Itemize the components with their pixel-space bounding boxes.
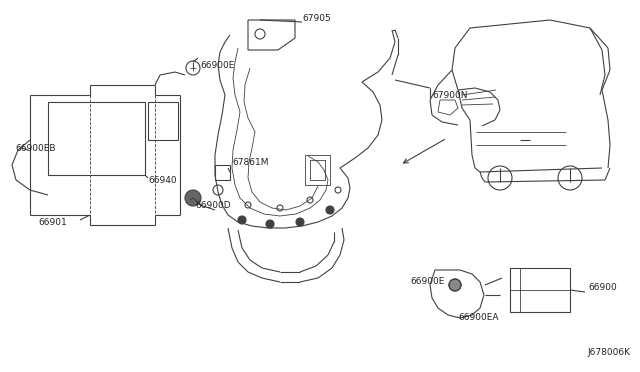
Text: 67905: 67905: [302, 13, 331, 22]
Text: 67900N: 67900N: [432, 90, 467, 99]
Text: 66900E: 66900E: [410, 278, 444, 286]
Circle shape: [238, 216, 246, 224]
Circle shape: [449, 279, 461, 291]
Text: 66900EA: 66900EA: [458, 314, 499, 323]
Text: 66940: 66940: [148, 176, 177, 185]
Text: J678006K: J678006K: [587, 348, 630, 357]
Text: 66900E: 66900E: [200, 61, 234, 70]
Text: 66901: 66901: [38, 218, 67, 227]
Circle shape: [185, 190, 201, 206]
Text: 66900EB: 66900EB: [15, 144, 56, 153]
Circle shape: [266, 220, 274, 228]
Text: 66900D: 66900D: [195, 201, 230, 209]
Text: 67861M: 67861M: [232, 157, 269, 167]
Text: 66900: 66900: [588, 283, 617, 292]
Circle shape: [296, 218, 304, 226]
Circle shape: [326, 206, 334, 214]
